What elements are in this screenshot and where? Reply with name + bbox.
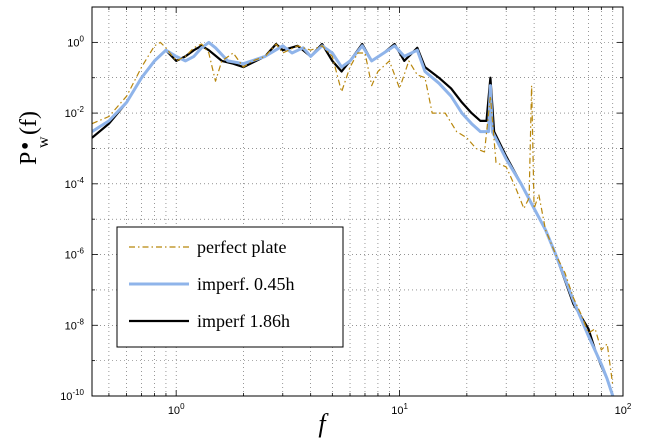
y-tick-label: 10-10 bbox=[60, 388, 84, 403]
series-line-perfect-plate bbox=[92, 41, 614, 386]
y-tick-label: 100 bbox=[67, 34, 84, 49]
y-tick-label: 10-8 bbox=[65, 317, 85, 332]
y-axis-label-bullet: • bbox=[13, 142, 39, 150]
y-tick-label: 10-4 bbox=[65, 176, 85, 191]
legend: perfect plate imperf. 0.45h imperf 1.86h bbox=[116, 226, 344, 348]
y-axis-label-suffix: (f) bbox=[16, 111, 42, 135]
x-axis-label: f bbox=[318, 409, 329, 438]
x-tick-label: 102 bbox=[615, 402, 632, 417]
tick-labels: 100 101 102 10-10 10-8 10-6 10-4 10-2 100 bbox=[60, 34, 632, 417]
y-axis-label: P • w (f) bbox=[13, 111, 52, 165]
series-line-imperf-0-45h bbox=[92, 40, 615, 396]
plot-frame bbox=[91, 6, 624, 397]
series-layer bbox=[92, 40, 615, 396]
legend-box bbox=[116, 226, 344, 348]
y-axis-label-main: P bbox=[16, 152, 42, 165]
y-axis-label-subscript: w bbox=[35, 136, 52, 148]
y-tick-label: 10-2 bbox=[65, 105, 85, 120]
y-tick-label: 10-6 bbox=[65, 247, 85, 262]
legend-label: imperf 1.86h bbox=[197, 311, 290, 331]
x-tick-label: 100 bbox=[168, 402, 185, 417]
legend-label: perfect plate bbox=[197, 237, 286, 257]
x-tick-label: 101 bbox=[391, 402, 408, 417]
legend-label: imperf. 0.45h bbox=[197, 274, 294, 294]
